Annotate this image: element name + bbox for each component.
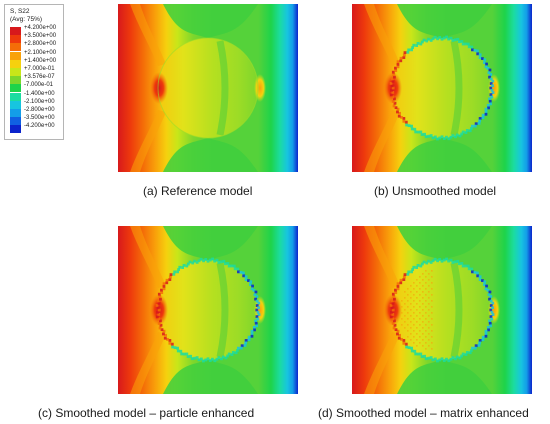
legend-tick-label: -2.800e+00 — [24, 107, 55, 113]
legend-tick-label: +3.576e-07 — [24, 74, 55, 81]
stress-legend: S, S22 (Avg: 75%) +4.200e+00 +3.500e+00 +2… — [4, 4, 64, 140]
stress-contour-plot — [352, 226, 532, 394]
legend-swatch — [10, 43, 21, 52]
legend-tick-label: -7.000e-01 — [24, 82, 54, 89]
legend-swatch — [10, 92, 21, 101]
legend-swatch — [10, 27, 21, 35]
legend-tick-label: -1.400e+00 — [24, 90, 55, 97]
panel-smoothed-particle-enhanced — [118, 226, 298, 394]
legend-tick-label: -3.500e+00 — [24, 115, 55, 122]
caption-reference-model: (a) Reference model — [143, 184, 253, 198]
panel-unsmoothed-model — [352, 4, 532, 172]
caption-smoothed-matrix-enhanced: (d) Smoothed model – matrix enhanced — [318, 406, 529, 420]
legend-tick-label: -2.100e+00 — [24, 98, 55, 105]
caption-smoothed-particle-enhanced: (c) Smoothed model – particle enhanced — [38, 406, 255, 420]
legend-swatch — [10, 117, 21, 126]
panel-smoothed-matrix-enhanced — [352, 226, 532, 394]
legend-swatch — [10, 68, 21, 76]
legend-tick-label: +7.000e-01 — [24, 66, 55, 72]
stress-contour-plot — [118, 226, 298, 394]
legend-swatch — [10, 51, 21, 60]
legend-swatch — [10, 84, 21, 93]
legend-tick-label: +2.800e+00 — [24, 41, 57, 48]
stress-contour-plot — [118, 4, 298, 172]
legend-swatch — [10, 76, 21, 85]
legend-subtitle: (Avg: 75%) — [10, 16, 43, 23]
legend-title: S, S22 — [10, 8, 30, 15]
legend-tick-label: +1.400e+00 — [24, 57, 57, 64]
legend-swatch — [10, 109, 21, 117]
caption-unsmoothed-model: (b) Unsmoothed model — [374, 184, 497, 198]
legend-tick-label: +4.200e+00 — [24, 25, 57, 31]
legend-swatch — [10, 125, 21, 134]
legend-swatch — [10, 35, 21, 44]
legend-tick-label: +2.100e+00 — [24, 49, 57, 56]
panel-reference-model — [118, 4, 298, 172]
legend-swatch — [10, 100, 21, 109]
legend-tick-label: -4.200e+00 — [24, 123, 55, 130]
legend-swatch — [10, 59, 21, 68]
legend-tick-label: +3.500e+00 — [24, 33, 57, 40]
stress-contour-plot — [352, 4, 532, 172]
